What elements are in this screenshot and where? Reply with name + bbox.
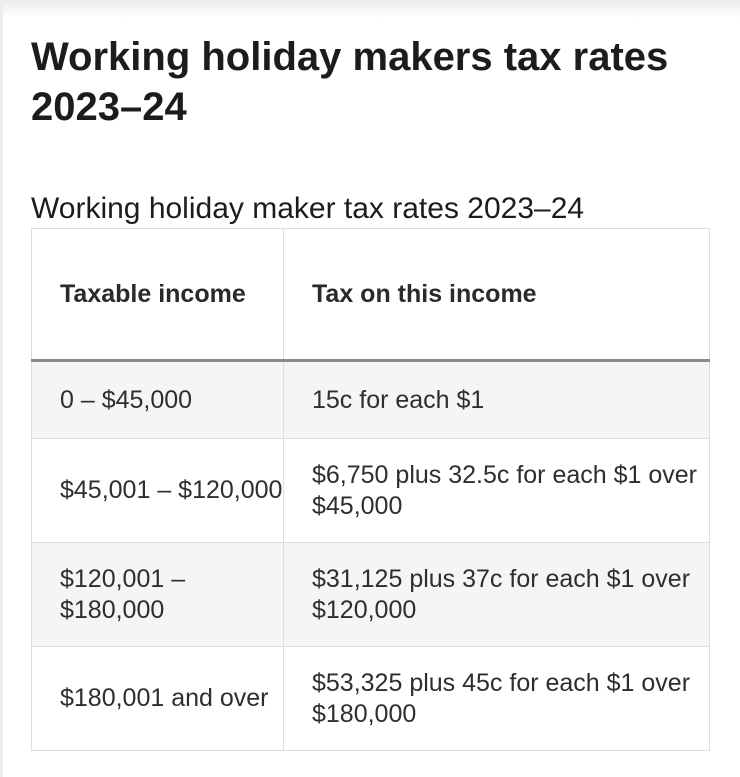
- income-range-cell: $180,001 and over: [31, 646, 284, 751]
- table-row: $120,001 – $180,000 $31,125 plus 37c for…: [31, 542, 710, 647]
- tax-rates-table: Taxable income Tax on this income 0 – $4…: [31, 228, 710, 751]
- tax-amount-cell: 15c for each $1: [283, 360, 710, 439]
- table-row: $45,001 – $120,000 $6,750 plus 32.5c for…: [31, 438, 710, 543]
- table-caption: Working holiday maker tax rates 2023–24: [31, 192, 585, 225]
- top-shade: [0, 0, 740, 18]
- page-title: Working holiday makers tax rates 2023–24: [31, 35, 669, 129]
- header-tax-on-income: Tax on this income: [283, 228, 710, 362]
- tax-amount-cell: $6,750 plus 32.5c for each $1 over $45,0…: [283, 438, 710, 543]
- income-range-cell: $120,001 – $180,000: [31, 542, 284, 647]
- header-taxable-income: Taxable income: [31, 228, 284, 362]
- income-range-cell: $45,001 – $120,000: [31, 438, 284, 543]
- tax-amount-cell: $53,325 plus 45c for each $1 over $180,0…: [283, 646, 710, 751]
- table-row: $180,001 and over $53,325 plus 45c for e…: [31, 646, 710, 751]
- income-range-cell: 0 – $45,000: [31, 360, 284, 439]
- table-header-row: Taxable income Tax on this income: [31, 228, 710, 362]
- left-edge-divider: [0, 0, 3, 777]
- tax-amount-cell: $31,125 plus 37c for each $1 over $120,0…: [283, 542, 710, 647]
- table-row: 0 – $45,000 15c for each $1: [31, 360, 710, 439]
